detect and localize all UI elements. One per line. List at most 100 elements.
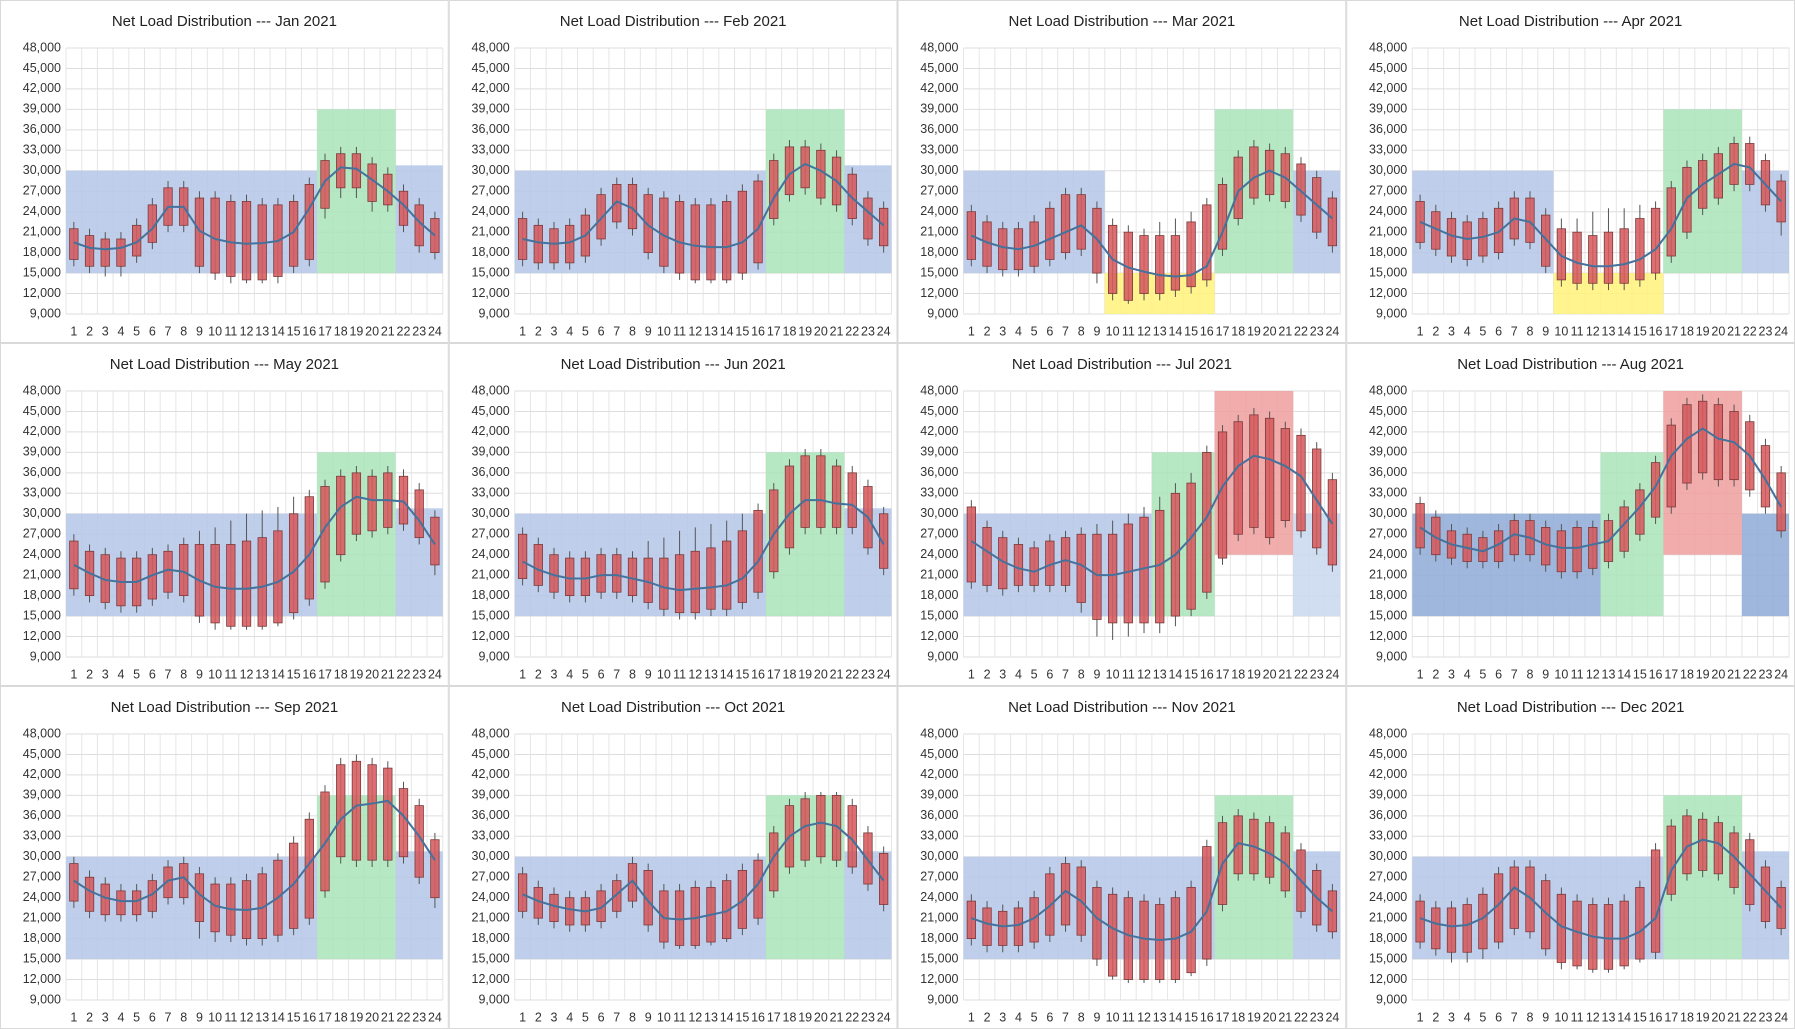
x-tick-label: 7 xyxy=(165,1010,172,1024)
box xyxy=(1139,516,1149,624)
x-tick-label: 21 xyxy=(1727,667,1741,681)
x-tick-label: 11 xyxy=(1571,1010,1584,1024)
y-tick-label: 27,000 xyxy=(23,527,61,541)
y-tick-label: 45,000 xyxy=(920,61,958,75)
x-tick-label: 23 xyxy=(412,667,426,681)
y-tick-label: 12,000 xyxy=(920,286,958,300)
box xyxy=(304,184,314,260)
box xyxy=(1635,887,1645,960)
chart-title: Net Load Distribution --- Feb 2021 xyxy=(560,13,787,30)
x-tick-label: 21 xyxy=(1727,1010,1741,1024)
x-tick-label: 14 xyxy=(1617,1010,1631,1024)
box xyxy=(430,516,440,566)
y-tick-label: 36,000 xyxy=(920,808,958,822)
box xyxy=(1233,815,1243,875)
y-tick-label: 15,000 xyxy=(472,608,510,622)
x-tick-label: 8 xyxy=(629,324,636,338)
y-tick-label: 12,000 xyxy=(1369,972,1407,986)
y-tick-label: 48,000 xyxy=(472,40,510,54)
box xyxy=(816,794,826,858)
x-tick-label: 4 xyxy=(566,324,573,338)
x-tick-label: 11 xyxy=(673,667,686,681)
y-tick-label: 24,000 xyxy=(23,890,61,904)
box xyxy=(1233,421,1243,535)
y-tick-label: 36,000 xyxy=(1369,808,1407,822)
box xyxy=(690,204,700,281)
x-tick-label: 5 xyxy=(1479,667,1486,681)
box xyxy=(1092,887,1102,960)
y-tick-label: 45,000 xyxy=(1369,61,1407,75)
x-tick-label: 15 xyxy=(287,1010,301,1024)
x-tick-label: 2 xyxy=(984,667,991,681)
box xyxy=(1572,231,1582,284)
box xyxy=(659,890,669,943)
x-tick-label: 18 xyxy=(1680,1010,1694,1024)
box xyxy=(1541,527,1551,566)
x-tick-label: 2 xyxy=(1432,1010,1439,1024)
x-tick-label: 17 xyxy=(1216,1010,1230,1024)
x-tick-label: 3 xyxy=(999,667,1006,681)
x-tick-label: 1 xyxy=(70,1010,77,1024)
y-tick-label: 21,000 xyxy=(920,910,958,924)
box xyxy=(753,509,763,593)
y-tick-label: 45,000 xyxy=(1369,747,1407,761)
x-tick-label: 14 xyxy=(720,324,734,338)
y-tick-label: 12,000 xyxy=(23,629,61,643)
x-tick-label: 8 xyxy=(1078,667,1085,681)
x-tick-label: 19 xyxy=(1247,1010,1261,1024)
chart-panel: Net Load Distribution --- Jan 2021 9,000 1… xyxy=(0,0,449,343)
box xyxy=(1327,197,1338,247)
box xyxy=(414,489,424,539)
box xyxy=(1139,235,1149,294)
box xyxy=(1698,818,1708,871)
x-tick-label: 11 xyxy=(224,324,237,338)
x-tick-label: 16 xyxy=(1200,667,1214,681)
y-tick-label: 45,000 xyxy=(920,747,958,761)
x-tick-label: 21 xyxy=(1727,324,1741,338)
x-tick-label: 8 xyxy=(1078,324,1085,338)
x-tick-label: 3 xyxy=(551,324,558,338)
y-tick-label: 48,000 xyxy=(920,40,958,54)
x-tick-label: 2 xyxy=(535,667,542,681)
y-tick-label: 39,000 xyxy=(1369,102,1407,116)
x-tick-label: 6 xyxy=(1495,667,1502,681)
mean-line xyxy=(73,799,436,911)
x-tick-label: 20 xyxy=(365,667,379,681)
x-tick-label: 15 xyxy=(735,1010,749,1024)
box xyxy=(1186,221,1196,288)
box xyxy=(565,557,575,597)
x-tick-label: 16 xyxy=(1200,324,1214,338)
x-tick-label: 16 xyxy=(1649,324,1663,338)
x-tick-label: 15 xyxy=(1184,1010,1198,1024)
x-tick-label: 12 xyxy=(688,1010,702,1024)
y-tick-label: 33,000 xyxy=(1369,143,1407,157)
box xyxy=(398,475,409,525)
y-tick-label: 9,000 xyxy=(30,306,61,320)
x-tick-label: 6 xyxy=(1495,1010,1502,1024)
box xyxy=(1603,904,1614,970)
y-tick-label: 24,000 xyxy=(1369,204,1407,218)
y-tick-label: 18,000 xyxy=(472,931,510,945)
box xyxy=(966,506,976,583)
x-tick-label: 22 xyxy=(397,667,411,681)
y-tick-label: 45,000 xyxy=(472,61,510,75)
x-tick-label: 5 xyxy=(1031,1010,1038,1024)
mean-line xyxy=(522,499,885,592)
y-tick-label: 39,000 xyxy=(23,788,61,802)
box xyxy=(847,472,857,528)
x-tick-label: 12 xyxy=(1586,1010,1600,1024)
y-tick-label: 24,000 xyxy=(920,204,958,218)
y-tick-label: 30,000 xyxy=(1369,849,1407,863)
box xyxy=(1713,822,1723,875)
box xyxy=(1509,866,1519,929)
x-tick-label: 4 xyxy=(117,324,124,338)
x-tick-label: 3 xyxy=(1448,324,1455,338)
x-tick-label: 12 xyxy=(240,667,254,681)
x-tick-label: 14 xyxy=(720,1010,734,1024)
x-tick-label: 6 xyxy=(598,667,605,681)
x-tick-label: 22 xyxy=(1294,324,1308,338)
y-tick-label: 30,000 xyxy=(472,506,510,520)
x-tick-label: 2 xyxy=(984,1010,991,1024)
x-tick-label: 13 xyxy=(1602,667,1616,681)
x-tick-label: 20 xyxy=(1263,667,1277,681)
